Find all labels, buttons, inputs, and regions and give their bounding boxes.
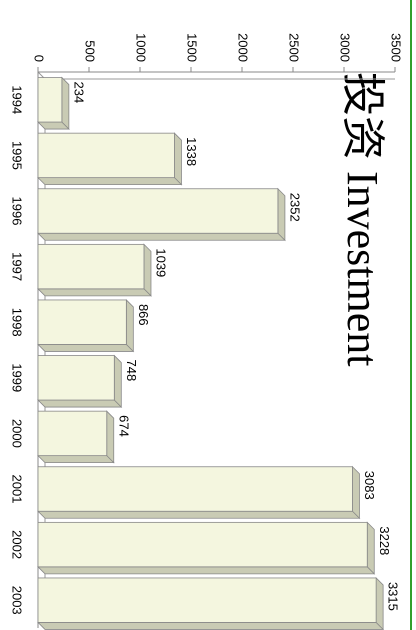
x-tick-label: 1995 <box>10 141 25 170</box>
value-label: 866 <box>136 304 151 326</box>
x-tick-label: 2003 <box>10 586 25 615</box>
value-label: 3315 <box>386 582 401 611</box>
y-tick-label: 1500 <box>185 33 200 62</box>
x-tick-label: 1996 <box>10 197 25 226</box>
y-tick-label: 2000 <box>236 33 251 62</box>
value-label: 2352 <box>287 193 302 222</box>
value-label: 3083 <box>362 471 377 500</box>
bar <box>37 243 145 290</box>
y-tick-label: 2500 <box>287 33 302 62</box>
bar <box>37 132 175 179</box>
x-tick-label: 1997 <box>10 252 25 281</box>
value-label: 1338 <box>184 137 199 166</box>
bar <box>37 188 279 234</box>
y-tick-label: 3500 <box>389 33 404 62</box>
x-tick-label: 1999 <box>10 363 25 392</box>
bar <box>37 355 115 401</box>
bar <box>37 410 108 457</box>
bar <box>37 466 353 512</box>
value-label: 1039 <box>154 248 169 277</box>
bar <box>37 299 127 345</box>
x-tick-label: 1998 <box>10 308 25 337</box>
value-label: 234 <box>71 82 86 104</box>
x-tick-label: 2001 <box>10 475 25 504</box>
value-label: 748 <box>124 360 139 382</box>
bar <box>37 577 377 623</box>
value-label: 3228 <box>377 526 392 555</box>
y-tick-label: 3000 <box>338 33 353 62</box>
x-tick-label: 2000 <box>10 419 25 448</box>
bar <box>37 521 368 568</box>
y-tick-label: 500 <box>83 40 98 62</box>
x-tick-label: 2002 <box>10 530 25 559</box>
y-tick-label: 0 <box>32 55 47 62</box>
rotated-chart: 投资 Investment 0 500 1000 1500 2000 2500 3000 35… <box>10 33 404 630</box>
x-tick-label: 1994 <box>10 85 25 114</box>
chart-title: 投资 Investment <box>338 72 387 367</box>
value-label: 674 <box>116 415 131 437</box>
y-tick-label: 1000 <box>134 33 149 62</box>
bar <box>37 77 63 123</box>
